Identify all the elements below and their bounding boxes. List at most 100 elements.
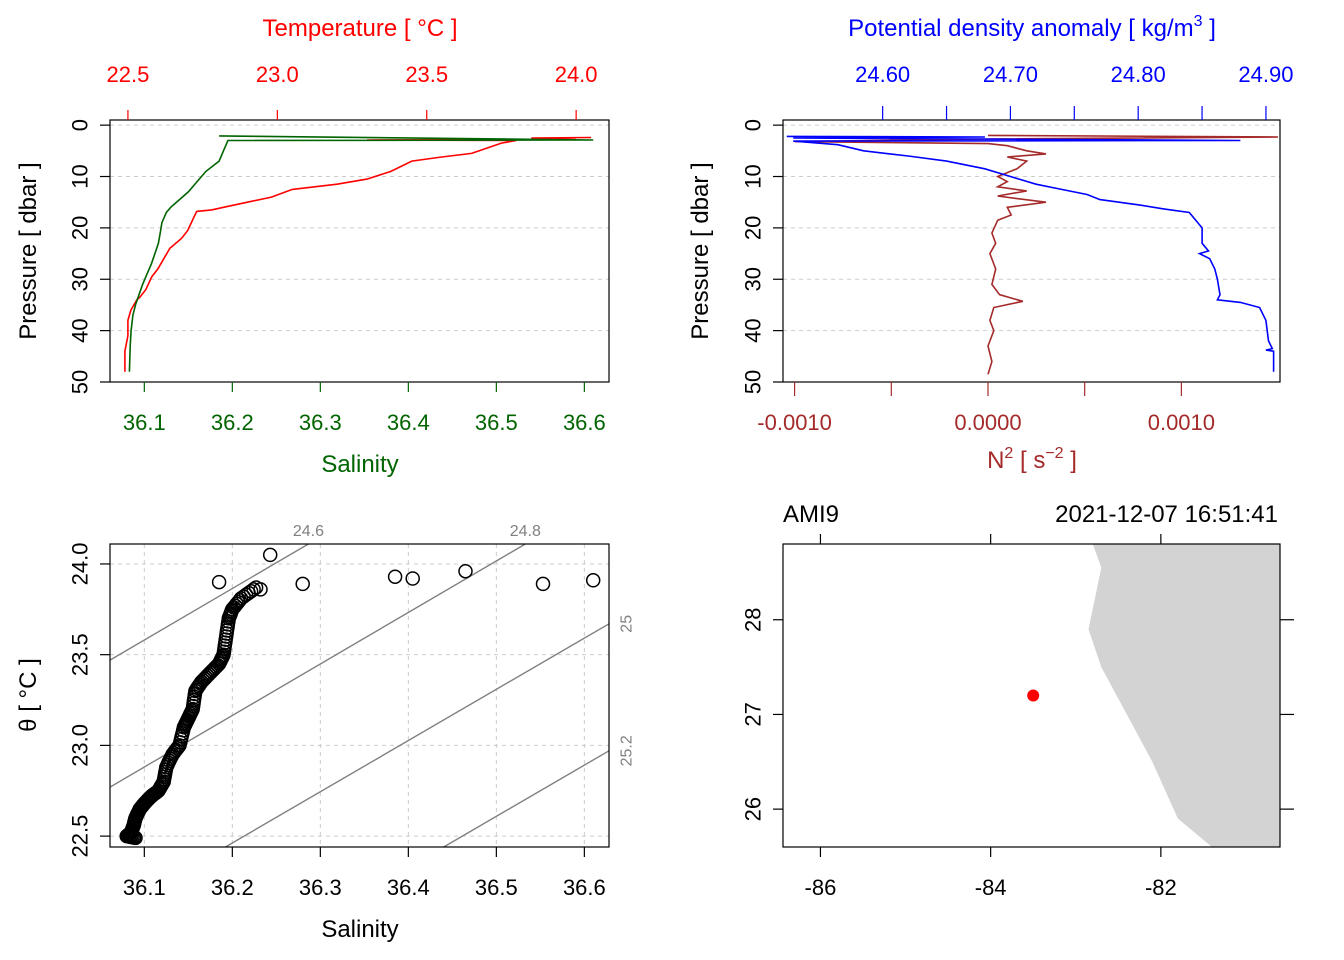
p2-pressure-tick-label: 10	[741, 164, 766, 188]
p3-theta-tick-label: 24.0	[68, 543, 93, 586]
p1-salinity-tick-label: 36.1	[123, 410, 166, 435]
p2-ticks: 0 10 20 30 40 50 24.60 24.70 24.80 24.90 -0.0010 0.…	[741, 62, 1294, 435]
p2-pressure-tick-label: 20	[741, 216, 766, 240]
station-name: AMI9	[783, 501, 839, 528]
p1-frame	[109, 119, 610, 383]
p2-density-tick-label: 24.80	[1111, 62, 1166, 87]
n2-profile-line	[794, 134, 1279, 375]
p1-pressure-tick-label: 10	[68, 164, 93, 188]
p2-n2-axis-title: N2 [ s−2 ]	[987, 445, 1077, 474]
p2-pressure-tick-label: 50	[741, 370, 766, 394]
p2-pressure-tick-label: 30	[741, 267, 766, 291]
p2-density-title-main: Potential density anomaly [ kg/m	[848, 15, 1194, 42]
ts-point-interp	[208, 659, 224, 675]
isopycnal-label: 25.2	[619, 735, 636, 766]
p3-theta-axis-title: θ [ °C ]	[15, 658, 42, 732]
isopycnal-label: 24.6	[293, 523, 324, 540]
p4-latitude-tick-label: 27	[741, 702, 766, 726]
p3-theta-tick-label: 23.0	[68, 724, 93, 767]
p2-grid	[783, 124, 1280, 383]
p2-n2-title-sup2: −2	[1045, 445, 1063, 462]
p1-temperature-tick-label: 24.0	[555, 62, 598, 87]
p2-pressure-tick-label: 40	[741, 318, 766, 342]
p2-density-tick-label: 24.60	[855, 62, 910, 87]
ts-point	[387, 569, 403, 584]
ts-point-interp	[192, 677, 207, 693]
p2-density-axis-title: Potential density anomaly [ kg/m3 ]	[848, 13, 1216, 42]
isopycnal-label: 25	[619, 615, 636, 633]
p4-latitude-tick-label: 26	[741, 797, 766, 821]
p4-longitude-tick-label: -84	[975, 875, 1007, 900]
p2-frame	[782, 119, 1281, 383]
p1-pressure-tick-label: 0	[68, 119, 93, 131]
p3-ticks: 36.1 36.2 36.3 36.4 36.5 36.6 22.5 23.0 23.5 24.0…	[68, 523, 636, 900]
isopycnal-line	[225, 623, 610, 848]
p2-n2-title-end: ]	[1064, 447, 1077, 474]
p3-salinity-tick-label: 36.4	[387, 875, 430, 900]
ts-point	[405, 571, 420, 586]
panel-ts-diagram: 36.1 36.2 36.3 36.4 36.5 36.6 22.5 23.0 23.5 24.0…	[15, 523, 636, 943]
ts-point	[211, 574, 227, 590]
land-polygon	[1088, 544, 1280, 847]
p2-n2-tick-label: 0.0010	[1148, 410, 1215, 435]
ts-point-interp	[126, 830, 142, 845]
panel-ts-profile: 0 10 20 30 40 50 36.1 36.2 36.3 36.4 36.5 36.6 22.5 2…	[15, 15, 610, 478]
p1-temperature-tick-label: 23.5	[405, 62, 448, 87]
p2-n2-tick-label: -0.0010	[757, 410, 832, 435]
p2-density-title-sup: 3	[1194, 13, 1203, 30]
p1-salinity-tick-label: 36.6	[563, 410, 606, 435]
ts-point	[585, 573, 601, 588]
p3-theta-tick-label: 22.5	[68, 815, 93, 858]
ts-point	[535, 576, 551, 592]
p1-pressure-tick-label: 30	[68, 267, 93, 291]
p2-n2-title-mid: [ s	[1013, 447, 1045, 474]
p4-frame	[782, 543, 1281, 848]
p1-salinity-tick-label: 36.4	[387, 410, 430, 435]
p1-grid	[110, 124, 609, 383]
station-marker	[1027, 689, 1040, 702]
p3-grid	[110, 544, 609, 847]
p2-n2-tick-label: 0.0000	[954, 410, 1021, 435]
p2-density-title-end: ]	[1203, 15, 1216, 42]
ts-point	[458, 563, 473, 579]
panel-density-profile: 0 10 20 30 40 50 24.60 24.70 24.80 24.90 -0.0010 0.…	[687, 13, 1293, 474]
p4-ticks: -86 -84 -82 26 27 28	[741, 534, 1294, 900]
ts-point	[262, 547, 278, 563]
station-datetime: 2021-12-07 16:51:41	[1055, 501, 1278, 528]
p1-salinity-tick-label: 36.3	[299, 410, 342, 435]
p1-temperature-tick-label: 22.5	[107, 62, 150, 87]
p1-ticks: 0 10 20 30 40 50 36.1 36.2 36.3 36.4 36.5 36.6 22.5 2…	[68, 62, 606, 435]
p3-salinity-tick-label: 36.1	[123, 875, 166, 900]
p3-salinity-tick-label: 36.3	[299, 875, 342, 900]
isopycnal-label: 24.8	[510, 523, 541, 540]
p1-temperature-axis-title: Temperature [ °C ]	[263, 15, 458, 42]
p3-frame	[109, 543, 610, 848]
p2-density-tick-label: 24.90	[1238, 62, 1293, 87]
p3-salinity-tick-label: 36.2	[211, 875, 254, 900]
ts-point-interp	[191, 679, 206, 694]
p3-theta-tick-label: 23.5	[68, 633, 93, 676]
p1-pressure-tick-label: 20	[68, 216, 93, 240]
p3-salinity-tick-label: 36.6	[563, 875, 606, 900]
isopycnal-line	[109, 543, 309, 661]
p1-salinity-tick-label: 36.5	[475, 410, 518, 435]
p1-pressure-tick-label: 40	[68, 318, 93, 342]
p1-temperature-tick-label: 23.0	[256, 62, 299, 87]
p3-salinity-tick-label: 36.5	[475, 875, 518, 900]
salinity-profile-line	[128, 135, 594, 372]
isopycnal-line	[443, 750, 610, 848]
p2-pressure-axis-title: Pressure [ dbar ]	[687, 162, 714, 339]
p2-n2-title-sup: 2	[1004, 445, 1013, 462]
p2-pressure-tick-label: 0	[741, 119, 766, 131]
p4-latitude-tick-label: 28	[741, 608, 766, 632]
p1-salinity-axis-title: Salinity	[321, 451, 398, 478]
p4-longitude-tick-label: -86	[805, 875, 837, 900]
ts-point	[248, 580, 264, 595]
p3-isopycnals	[109, 543, 610, 848]
p3-points	[119, 547, 601, 846]
p2-n2-title-main: N	[987, 447, 1004, 474]
p2-lines	[786, 134, 1279, 375]
p3-salinity-axis-title: Salinity	[321, 916, 398, 943]
p1-salinity-tick-label: 36.2	[211, 410, 254, 435]
